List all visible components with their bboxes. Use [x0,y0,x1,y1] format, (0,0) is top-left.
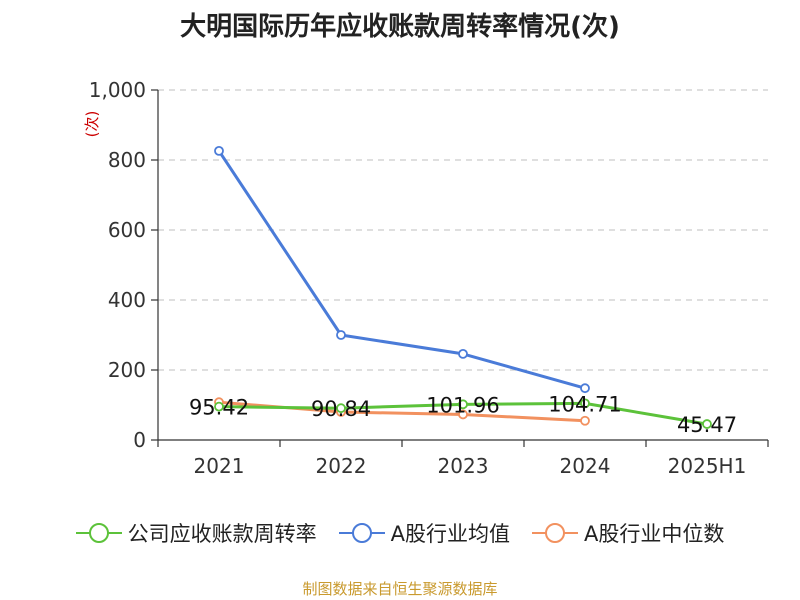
series-point-company [214,401,224,412]
series-point-company [458,399,468,410]
series-point-industry-average [214,145,224,156]
series-point-industry-average [458,348,468,359]
legend-label-industry-average: A股行业均值 [390,522,510,546]
chart-title: 大明国际历年应收账款周转率情况(次) [180,12,620,42]
x-tick-label: 2025H1 [668,454,747,478]
data-label: 101.96 [426,393,499,417]
source-note: 制图数据来自恒生聚源数据库 [302,580,498,598]
legend-marker-industry-median [532,523,578,543]
series-point-industry-median [580,415,590,426]
series-line-industry-average [217,150,586,390]
series-point-company [702,419,712,429]
data-label: 90.84 [311,397,371,421]
series-point-company [336,403,346,414]
data-label: 45.47 [677,413,737,437]
data-label: 95.42 [189,396,249,420]
x-tick-label: 2022 [316,454,367,478]
legend-item-company[interactable]: 公司应收账款周转率 [75,518,317,548]
gridlines [158,89,768,371]
y-tick-label: 800 [108,148,146,172]
y-tick-label: 0 [133,428,146,452]
y-axis-label: (次) [83,111,101,138]
series-layer [214,145,712,429]
legend-item-industry-average[interactable]: A股行业均值 [338,518,510,548]
x-tick-label: 2023 [438,454,489,478]
legend-label-industry-median: A股行业中位数 [584,522,725,546]
series-point-industry-average [336,330,346,340]
y-tick-label: 1,000 [89,78,146,102]
legend-marker-company [75,523,122,543]
y-tick-label: 400 [108,288,146,312]
series-point-company [580,398,590,409]
legend-label-company: 公司应收账款周转率 [127,522,317,546]
y-tick-label: 200 [108,358,146,382]
legend: 公司应收账款周转率 A股行业均值 A股行业中位数 [0,518,800,548]
line-chart: 0 200 400 600 800 1,000 2021 2022 2023 2024 2025H1… [83,78,769,478]
y-tick-label: 600 [108,218,146,242]
series-point-industry-average [580,383,590,394]
legend-item-industry-median[interactable]: A股行业中位数 [532,518,724,548]
axes: 0 200 400 600 800 1,000 2021 2022 2023 2024 2025H1 [89,78,769,478]
x-tick-label: 2021 [194,454,245,478]
data-labels: 95.42 90.84 101.96 104.71 45.47 [189,392,737,437]
legend-marker-industry-average [338,523,385,543]
x-tick-label: 2024 [560,454,611,478]
series-point-industry-median [458,409,468,420]
data-label: 104.71 [548,392,621,416]
